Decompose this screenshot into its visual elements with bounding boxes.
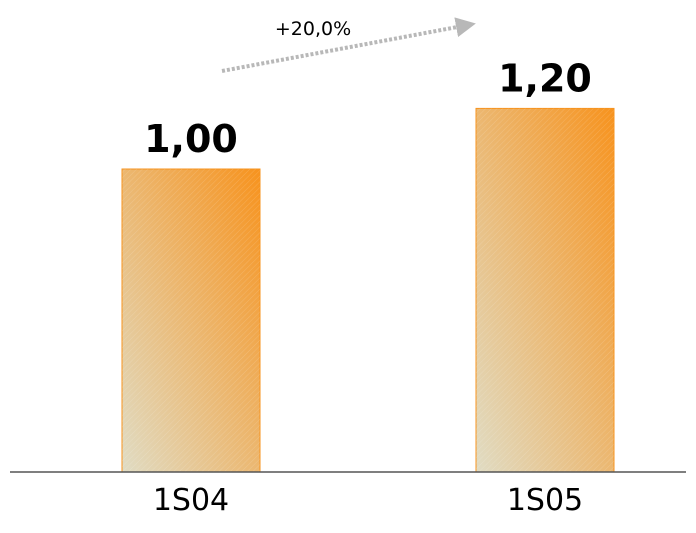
category-label-1s04: 1S04 — [153, 483, 229, 518]
category-label-1s05: 1S05 — [507, 483, 583, 518]
value-label-1s04: 1,00 — [144, 117, 238, 161]
bar-texture-1s05 — [476, 108, 614, 473]
bar-texture-1s04 — [122, 169, 260, 472]
growth-arrow — [221, 17, 476, 73]
value-label-1s05: 1,20 — [498, 56, 592, 100]
category-labels-group: 1S04 1S05 — [153, 483, 583, 518]
bars-group — [121, 107, 615, 473]
value-labels-group: 1,00 1,20 — [144, 56, 592, 161]
growth-annotation: +20,0% — [275, 18, 351, 40]
